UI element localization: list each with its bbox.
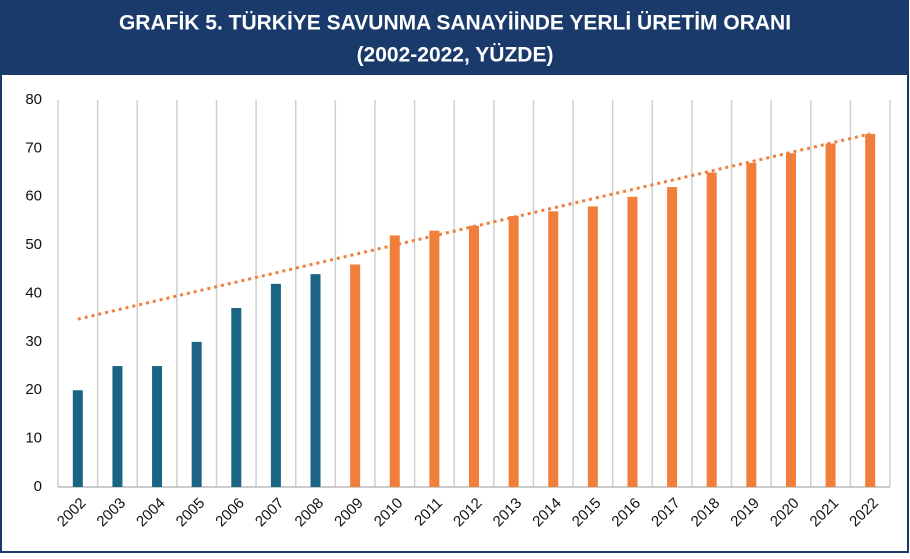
bar [508, 216, 519, 487]
bar [548, 211, 559, 487]
bar [72, 390, 83, 487]
y-tick-label: 30 [25, 333, 42, 350]
trend-line [77, 132, 871, 321]
y-tick-label: 10 [25, 430, 42, 447]
bar [350, 264, 361, 487]
y-tick-label: 80 [25, 91, 42, 108]
bar [389, 235, 400, 487]
y-tick-label: 60 [25, 188, 42, 205]
bar [270, 283, 281, 487]
bar [469, 225, 479, 487]
bar [429, 230, 440, 488]
bar [310, 274, 321, 487]
title-bar [1, 1, 908, 75]
bar [587, 206, 598, 488]
chart-subtitle: (2002-2022, YÜZDE) [357, 44, 554, 67]
bar [746, 162, 757, 487]
bar [152, 366, 163, 487]
bar [785, 153, 796, 487]
y-tick-label: 0 [34, 478, 42, 495]
y-tick-label: 20 [25, 381, 42, 398]
y-tick-label: 70 [25, 139, 42, 156]
chart-title: GRAFİK 5. TÜRKİYE SAVUNMA SANAYİİNDE YER… [119, 12, 791, 35]
bar [667, 187, 678, 487]
bar [627, 196, 638, 487]
y-tick-label: 40 [25, 284, 42, 301]
bar [865, 133, 876, 488]
bar [112, 366, 123, 487]
bar [825, 143, 836, 487]
bar [191, 341, 202, 487]
y-tick-label: 50 [25, 236, 42, 253]
bar [231, 308, 242, 487]
bar [706, 172, 717, 487]
